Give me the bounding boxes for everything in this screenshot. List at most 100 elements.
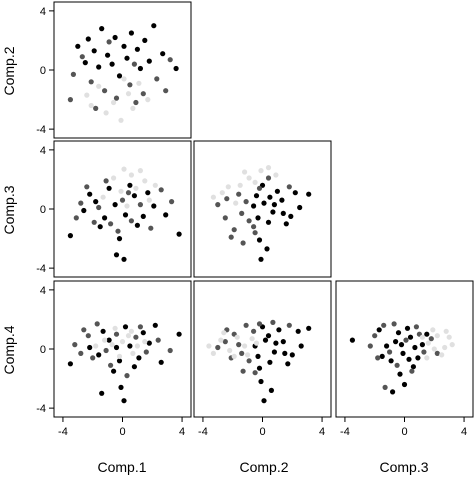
- scatter-point: [140, 91, 146, 97]
- scatter-point: [273, 172, 279, 178]
- scatter-point: [85, 36, 91, 42]
- scatter-point: [443, 328, 449, 334]
- scatter-point: [134, 222, 140, 228]
- scatter-point: [379, 353, 385, 359]
- scatter-point: [109, 61, 115, 67]
- scatter-point: [111, 368, 117, 374]
- scatter-point: [142, 37, 148, 44]
- scatter-point: [419, 342, 425, 348]
- x-axis-label-col-0: Comp.1: [97, 459, 146, 475]
- scatter-point: [409, 368, 415, 374]
- scatter-point: [390, 389, 396, 395]
- scatter-point: [127, 182, 133, 188]
- scatter-point: [406, 356, 412, 362]
- panel-Comp.1-vs-Comp.4: [53, 280, 192, 418]
- y-tick-label: 4: [40, 285, 46, 297]
- scatter-point: [243, 322, 249, 328]
- scatter-point: [424, 331, 430, 337]
- scatter-point: [128, 30, 134, 36]
- scatter-point: [176, 331, 182, 337]
- scatter-point: [439, 352, 445, 358]
- scatter-point: [121, 398, 127, 404]
- scatter-point: [267, 359, 273, 365]
- scatter-point: [118, 384, 124, 390]
- scatter-point: [112, 34, 118, 41]
- scatter-point: [136, 80, 142, 86]
- scatter-point: [298, 343, 304, 349]
- scatter-point: [264, 246, 270, 252]
- scatter-point: [88, 102, 94, 109]
- panel-frame: [193, 280, 332, 418]
- scatter-point: [289, 352, 295, 358]
- scatter-point: [136, 355, 142, 361]
- scatter-point: [256, 321, 263, 327]
- scatter-point: [84, 92, 90, 98]
- scatter-point: [407, 334, 414, 340]
- scatter-point: [130, 350, 136, 356]
- scatter-point: [113, 252, 120, 258]
- scatter-point: [115, 228, 121, 234]
- scatter-point: [91, 219, 97, 225]
- scatter-point: [134, 343, 140, 349]
- axis-ticks: 4 0 -4 4 0 -4 4 0 -4 -4 0 4 -4 0 4 -4 0 4: [36, 6, 467, 438]
- scatter-point: [112, 202, 118, 208]
- scatter-point: [222, 339, 228, 345]
- scatter-point: [234, 334, 240, 340]
- scatter-point: [81, 327, 87, 333]
- y-axis-label-row-0: Comp.2: [1, 46, 17, 95]
- scatter-point: [286, 322, 292, 328]
- scatter-point: [449, 342, 455, 348]
- panel-Comp.3-vs-Comp.4: [335, 280, 474, 418]
- y-axis-label-row-2: Comp.4: [1, 325, 17, 374]
- scatter-point: [108, 221, 114, 227]
- scatter-point: [113, 331, 120, 337]
- scatter-point: [376, 327, 382, 333]
- scatter-point: [70, 71, 76, 77]
- scatter-point: [384, 343, 390, 349]
- scatter-point: [113, 344, 120, 351]
- scatter-point: [261, 398, 267, 404]
- scatter-point: [243, 199, 249, 205]
- scatter-point: [367, 343, 373, 349]
- scatter-point: [125, 190, 132, 196]
- scatter-point: [137, 324, 143, 330]
- scatter-point: [231, 227, 237, 233]
- scatter-point: [393, 339, 399, 345]
- scatter-point: [127, 82, 133, 88]
- scatter-point: [158, 359, 164, 365]
- scatter-point: [152, 182, 158, 188]
- y-axis-label-row-1: Comp.3: [1, 185, 17, 234]
- scatter-point: [446, 334, 452, 340]
- scatter-point: [271, 349, 277, 355]
- scatter-point: [152, 322, 158, 328]
- scatter-point: [391, 321, 397, 327]
- scatter-point: [130, 105, 136, 111]
- scatter-point: [413, 324, 419, 330]
- scatter-point: [133, 99, 139, 106]
- scatter-point: [78, 200, 84, 206]
- scatter-point: [288, 213, 294, 219]
- scatter-point: [434, 333, 440, 339]
- scatter-point: [292, 190, 298, 196]
- scatter-point: [236, 191, 242, 197]
- scatter-point: [111, 175, 117, 181]
- x-tick-label: 0: [259, 426, 265, 438]
- scatter-point: [103, 110, 109, 116]
- scatter-point: [419, 334, 425, 340]
- scatter-point: [169, 199, 175, 205]
- scatter-point: [128, 218, 134, 224]
- panel-frame: [53, 1, 192, 139]
- scatter-point: [73, 215, 79, 221]
- x-axis-label-col-1: Comp.2: [239, 459, 288, 475]
- scatter-point: [239, 350, 245, 356]
- scatter-point: [434, 350, 440, 356]
- scatter-point: [121, 256, 127, 262]
- scatter-point: [215, 344, 221, 351]
- scatter-point: [122, 324, 129, 330]
- scatter-point: [286, 184, 292, 190]
- scatter-point: [306, 325, 312, 331]
- scatter-point: [93, 199, 99, 205]
- scatter-point: [273, 340, 279, 346]
- scatter-point: [262, 337, 269, 343]
- scatter-point: [146, 197, 152, 203]
